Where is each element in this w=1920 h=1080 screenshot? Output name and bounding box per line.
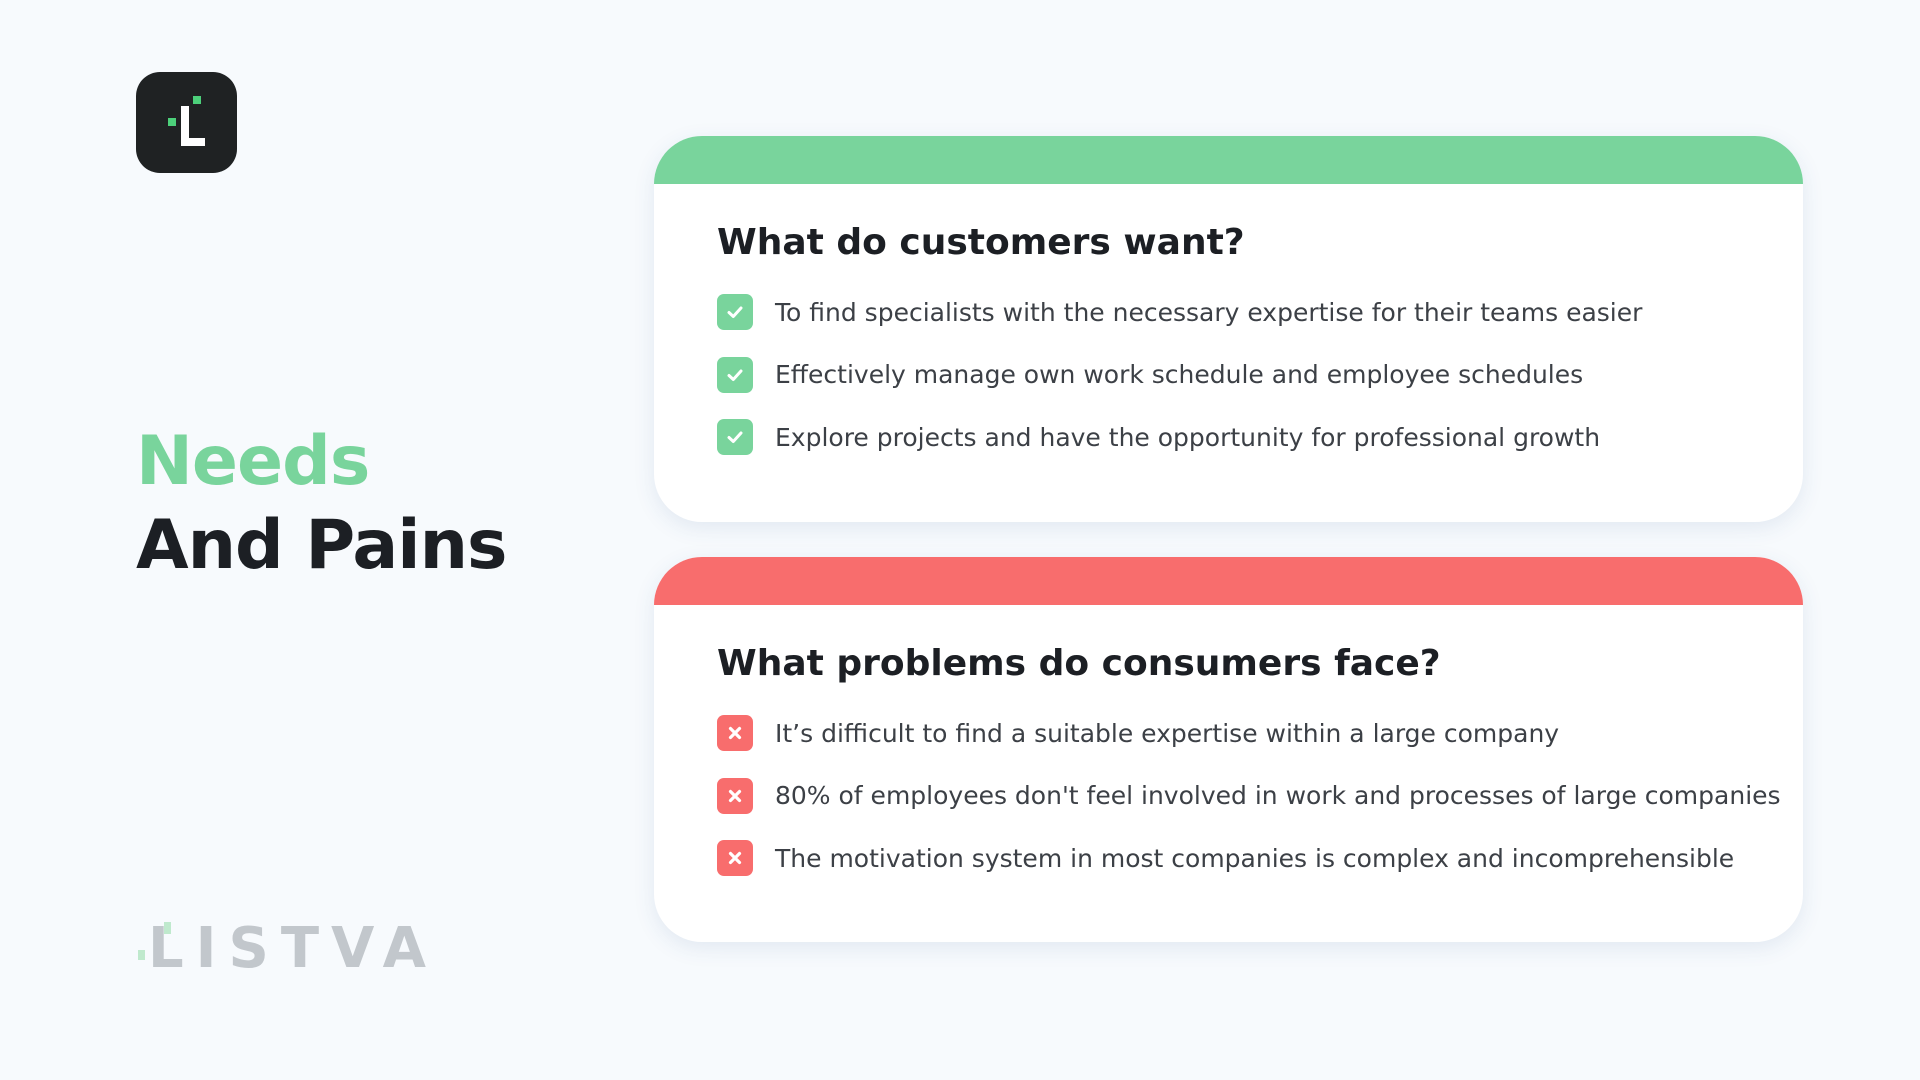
list-item-text: Effectively manage own work schedule and… <box>775 360 1584 389</box>
title-needs: Needs <box>136 422 370 501</box>
card-header-bar <box>654 557 1803 605</box>
page-title: Needs And Pains <box>136 420 507 588</box>
list-item-text: Explore projects and have the opportunit… <box>775 422 1601 452</box>
list-item: 80% of employees don't feel involved in … <box>717 777 1781 814</box>
title-and-pains: And Pains <box>136 506 507 585</box>
wants-list: To find specialists with the necessary e… <box>717 294 1642 482</box>
check-icon <box>717 419 753 455</box>
customer-wants-card: What do customers want? To find speciali… <box>654 136 1803 522</box>
list-item: To find specialists with the necessary e… <box>717 294 1642 330</box>
list-item-text: 80% of employees don't feel involved in … <box>775 781 1781 810</box>
list-item: It’s difficult to find a suitable expert… <box>717 715 1781 751</box>
list-item-text: The motivation system in most companies … <box>775 843 1735 873</box>
consumer-problems-card: What problems do consumers face? It’s di… <box>654 557 1803 942</box>
card-title: What do customers want? <box>717 222 1245 263</box>
card-title: What problems do consumers face? <box>717 643 1441 684</box>
check-icon <box>717 294 753 330</box>
list-item: Effectively manage own work schedule and… <box>717 356 1642 393</box>
cross-icon <box>717 715 753 751</box>
list-item-text: To find specialists with the necessary e… <box>775 297 1643 327</box>
list-item-text: It’s difficult to find a suitable expert… <box>775 718 1560 748</box>
list-item: The motivation system in most companies … <box>717 840 1781 876</box>
brand-name: LISTVA <box>148 916 438 981</box>
listva-app-logo-icon <box>136 72 237 173</box>
list-item: Explore projects and have the opportunit… <box>717 419 1642 455</box>
card-header-bar <box>654 136 1803 184</box>
cross-icon <box>717 840 753 876</box>
problems-list: It’s difficult to find a suitable expert… <box>717 715 1781 903</box>
cross-icon <box>717 777 753 814</box>
check-icon <box>717 356 753 393</box>
